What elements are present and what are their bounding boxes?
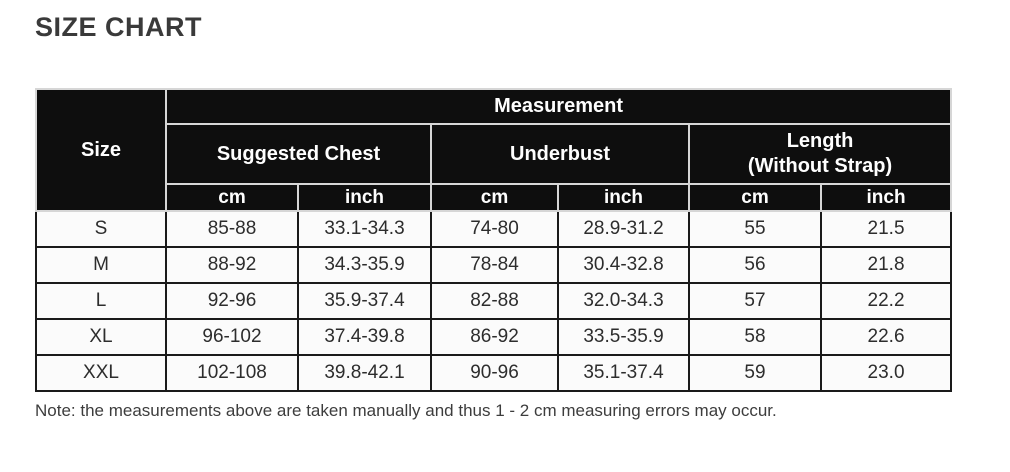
column-header-size: Size [35,88,167,212]
column-header-suggested-chest: Suggested Chest [165,123,432,185]
value-cell: 85-88 [165,210,299,248]
value-cell: 74-80 [430,210,559,248]
value-cell: 96-102 [165,318,299,356]
value-cell: 57 [688,282,822,320]
value-cell: 33.5-35.9 [557,318,690,356]
page-title: SIZE CHART [35,12,202,42]
value-cell: 21.8 [819,246,953,284]
value-cell: 56 [688,246,822,284]
unit-header-chest-cm: cm [165,183,299,212]
size-cell: S [35,210,167,248]
size-cell: L [35,282,167,320]
column-header-measurement: Measurement [164,88,953,125]
table-row: XXL 102-108 39.8-42.1 90-96 35.1-37.4 59… [35,354,953,392]
value-cell: 32.0-34.3 [557,282,690,320]
value-cell: 92-96 [165,282,299,320]
value-cell: 23.0 [819,354,953,392]
unit-header-underbust-inch: inch [557,183,690,212]
table-row: M 88-92 34.3-35.9 78-84 30.4-32.8 56 21.… [35,246,953,284]
unit-header-length-inch: inch [819,183,953,212]
table-row: XL 96-102 37.4-39.8 86-92 33.5-35.9 58 2… [35,318,953,356]
unit-header-chest-inch: inch [297,183,432,212]
value-cell: 86-92 [430,318,559,356]
table-body: S 85-88 33.1-34.3 74-80 28.9-31.2 55 21.… [35,210,953,392]
value-cell: 55 [688,210,822,248]
unit-header-length-cm: cm [688,183,822,212]
value-cell: 35.9-37.4 [297,282,432,320]
value-cell: 102-108 [165,354,299,392]
value-cell: 88-92 [165,246,299,284]
value-cell: 82-88 [430,282,559,320]
size-chart-table: Size Measurement Suggested Chest Underbu… [35,88,953,392]
value-cell: 22.6 [819,318,953,356]
value-cell: 39.8-42.1 [297,354,432,392]
measurement-note: Note: the measurements above are taken m… [35,401,777,420]
value-cell: 37.4-39.8 [297,318,432,356]
unit-header-underbust-cm: cm [430,183,559,212]
table-row: S 85-88 33.1-34.3 74-80 28.9-31.2 55 21.… [35,210,953,248]
value-cell: 28.9-31.2 [557,210,690,248]
value-cell: 34.3-35.9 [297,246,432,284]
size-cell: XL [35,318,167,356]
table-header: Size Measurement Suggested Chest Underbu… [35,88,953,212]
column-header-underbust: Underbust [430,123,690,185]
value-cell: 30.4-32.8 [557,246,690,284]
value-cell: 33.1-34.3 [297,210,432,248]
size-cell: XXL [35,354,167,392]
value-cell: 90-96 [430,354,559,392]
value-cell: 21.5 [819,210,953,248]
table-row: L 92-96 35.9-37.4 82-88 32.0-34.3 57 22.… [35,282,953,320]
size-cell: M [35,246,167,284]
value-cell: 59 [688,354,822,392]
column-header-length: Length (Without Strap) [687,123,953,185]
value-cell: 22.2 [819,282,953,320]
value-cell: 35.1-37.4 [557,354,690,392]
value-cell: 58 [688,318,822,356]
value-cell: 78-84 [430,246,559,284]
